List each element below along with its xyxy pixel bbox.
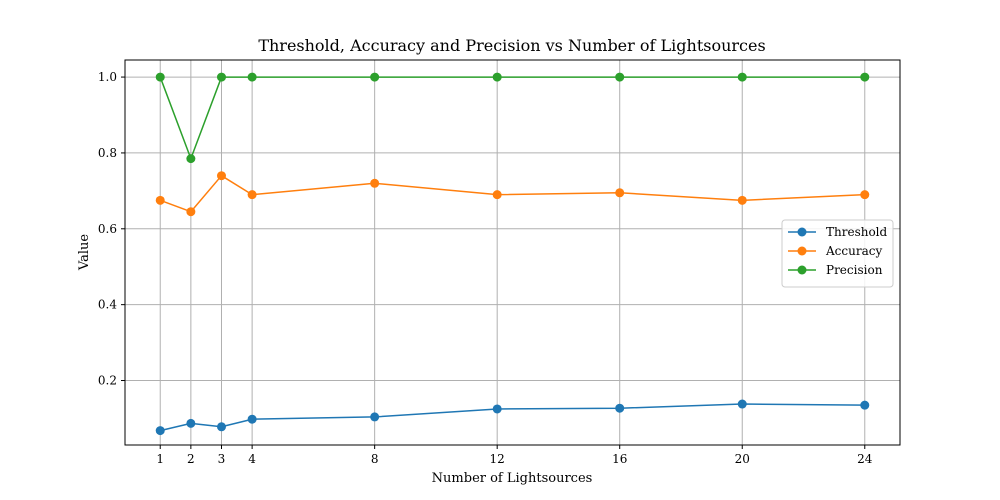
x-tick-label: 1 [156, 452, 164, 466]
threshold-point [370, 412, 380, 422]
threshold-point [186, 418, 196, 428]
threshold-point [737, 399, 747, 409]
x-tick-label: 3 [218, 452, 226, 466]
plot-area-frame [124, 59, 901, 446]
precision-line [159, 76, 865, 160]
legend-marker-threshold [797, 227, 807, 237]
x-tick-label: 4 [248, 452, 256, 466]
threshold-line [160, 403, 865, 432]
threshold-point [615, 403, 625, 413]
legend-label-accuracy: Accuracy [825, 244, 882, 258]
y-tick-label: 0.4 [98, 298, 117, 312]
precision-point [155, 72, 165, 82]
threshold-point [492, 404, 502, 414]
precision-point [737, 72, 747, 82]
accuracy-point [492, 190, 502, 200]
ticks: 1 2 3 4 8 12 16 20 240.20.40.60.81.0 [98, 70, 873, 466]
accuracy-series [155, 171, 870, 217]
accuracy-point [186, 207, 196, 217]
precision-point [370, 72, 380, 82]
accuracy-point [370, 178, 380, 188]
x-tick-label: 2 [187, 452, 195, 466]
threshold-point [860, 400, 870, 410]
y-tick-label: 0.8 [98, 146, 117, 160]
x-axis-label: Number of Lightsources [432, 471, 593, 486]
x-tick-label: 24 [857, 452, 873, 466]
legend-marker-precision [797, 265, 807, 275]
legend: Threshold Accuracy Precision [781, 219, 894, 288]
y-tick-label: 1.0 [98, 70, 117, 84]
precision-point [860, 72, 870, 82]
precision-point [186, 154, 196, 164]
x-tick-label: 16 [612, 452, 627, 466]
precision-point [615, 72, 625, 82]
threshold-point [216, 422, 226, 432]
accuracy-point [155, 195, 165, 205]
legend-item-accuracy: Accuracy [788, 244, 882, 258]
legend-label-threshold: Threshold [826, 225, 888, 239]
series-layer [155, 72, 870, 436]
legend-item-precision: Precision [788, 263, 883, 277]
legend-item-threshold: Threshold [788, 225, 888, 239]
accuracy-line [159, 174, 865, 213]
precision-point [216, 72, 226, 82]
x-tick-label: 12 [490, 452, 505, 466]
chart-title: Threshold, Accuracy and Precision vs Num… [258, 36, 765, 55]
y-tick-label: 0.6 [98, 222, 117, 236]
accuracy-point [247, 190, 257, 200]
threshold-point [247, 414, 257, 424]
precision-series [155, 72, 870, 164]
legend-label-precision: Precision [826, 263, 883, 277]
precision-point [492, 72, 502, 82]
accuracy-point [737, 195, 747, 205]
threshold-series [155, 399, 870, 436]
x-tick-label: 8 [371, 452, 379, 466]
accuracy-point [860, 190, 870, 200]
accuracy-point [216, 171, 226, 181]
y-tick-label: 0.2 [98, 374, 117, 388]
accuracy-point [615, 188, 625, 198]
x-tick-label: 20 [735, 452, 750, 466]
threshold-point [155, 426, 165, 436]
precision-point [247, 72, 257, 82]
y-axis-label: Value [77, 234, 92, 271]
legend-marker-accuracy [797, 246, 807, 256]
